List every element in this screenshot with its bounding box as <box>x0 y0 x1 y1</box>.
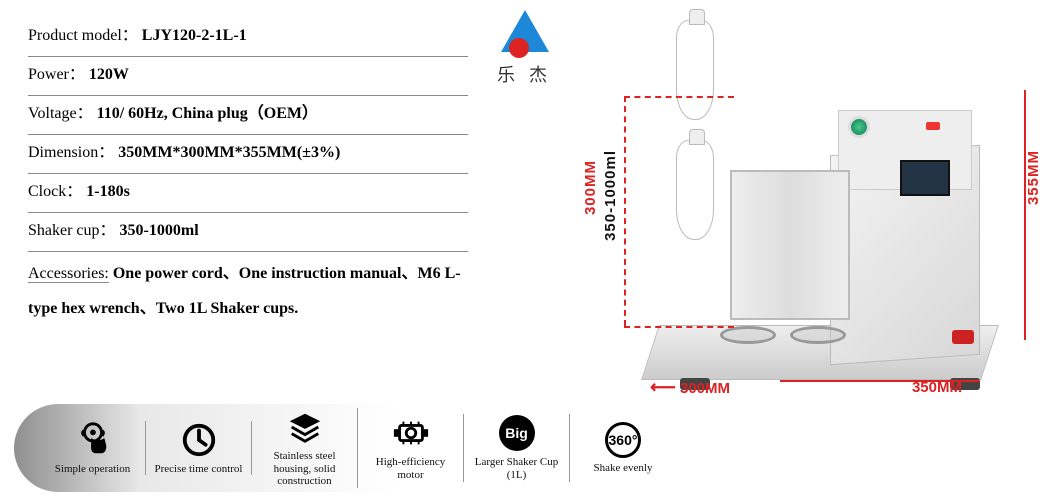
spec-row: Dimension： 350MM*300MM*355MM(±3%) <box>28 135 468 174</box>
rotate-icon-text: 360° <box>609 432 638 448</box>
spec-label: Voltage： <box>28 105 93 122</box>
spec-label: Clock： <box>28 183 82 200</box>
spec-value: 110/ 60Hz, China plug（OEM） <box>97 105 318 122</box>
feature-label: High-efficiency motor <box>362 456 459 481</box>
feature-label: Simple operation <box>44 463 141 476</box>
dimension-height: 300MM <box>582 160 599 215</box>
brand-logo: 乐杰 <box>480 10 570 87</box>
rotate-icon: 360° <box>605 422 641 458</box>
spec-label: Power： <box>28 66 85 83</box>
spec-value: LJY120-2-1L-1 <box>142 27 247 44</box>
spec-label: Shaker cup： <box>28 222 116 239</box>
spec-table: Product model： LJY120-2-1L-1 Power： 120W… <box>28 18 468 326</box>
feature-item: Big Larger Shaker Cup (1L) <box>464 414 570 481</box>
feature-item: High-efficiency motor <box>358 414 464 481</box>
cup-ring <box>790 326 846 344</box>
indicator-icon <box>926 122 940 130</box>
spec-value: 350MM*300MM*355MM(±3%) <box>118 144 340 161</box>
spec-row: Shaker cup： 350-1000ml <box>28 213 468 252</box>
logo-text: 乐杰 <box>480 61 570 87</box>
spec-row: Product model： LJY120-2-1L-1 <box>28 18 468 57</box>
big-icon: Big <box>498 414 536 452</box>
dimension-line <box>624 96 734 98</box>
clock-icon <box>180 421 218 459</box>
logo-dot-icon <box>509 38 529 58</box>
layers-icon <box>286 408 324 446</box>
touch-icon <box>74 421 112 459</box>
dimension-depth-label: 300MM <box>680 380 730 397</box>
feature-item: Simple operation <box>40 421 146 476</box>
shaker-holder <box>730 170 850 320</box>
shaker-bottle-icon <box>676 140 714 240</box>
spec-value: 120W <box>89 66 129 83</box>
feature-strip: Simple operation Precise time control St… <box>14 404 714 492</box>
feature-label: Precise time control <box>150 463 247 476</box>
spec-row: Voltage： 110/ 60Hz, China plug（OEM） <box>28 96 468 135</box>
product-figure: 300MM 350-1000ml ⟵ 300MM 350MM 355MM <box>580 60 1040 390</box>
dimension-capacity: 350-1000ml <box>602 150 619 241</box>
spec-label: Accessories: <box>28 265 109 283</box>
spec-label: Product model： <box>28 27 138 44</box>
spec-value: 1-180s <box>86 183 130 200</box>
dimension-line <box>1024 90 1026 340</box>
feature-item: Stainless steel housing, solid construct… <box>252 408 358 488</box>
big-icon-text: Big <box>499 415 535 451</box>
power-socket-icon <box>952 330 974 344</box>
feature-label: Stainless steel housing, solid construct… <box>256 450 353 488</box>
dimension-line <box>624 326 734 328</box>
feature-item: Precise time control <box>146 421 252 476</box>
spec-value: 350-1000ml <box>120 222 199 239</box>
spec-row: Clock： 1-180s <box>28 174 468 213</box>
dimension-line <box>780 380 980 382</box>
dimension-total-height: 355MM <box>1025 150 1042 205</box>
dimension-line <box>624 96 626 326</box>
spec-accessories: Accessories: One power cord、One instruct… <box>28 252 468 326</box>
feature-label: Shake evenly <box>574 462 672 475</box>
spec-row: Power： 120W <box>28 57 468 96</box>
lcd-display <box>900 160 950 196</box>
feature-item: 360° Shake evenly <box>570 422 676 475</box>
power-button-icon <box>848 116 870 138</box>
motor-icon <box>392 414 430 452</box>
cup-ring <box>720 326 776 344</box>
feature-label: Larger Shaker Cup (1L) <box>468 456 565 481</box>
spec-label: Dimension： <box>28 144 114 161</box>
shaker-bottle-icon <box>676 20 714 120</box>
dimension-depth: ⟵ 300MM <box>650 377 730 398</box>
